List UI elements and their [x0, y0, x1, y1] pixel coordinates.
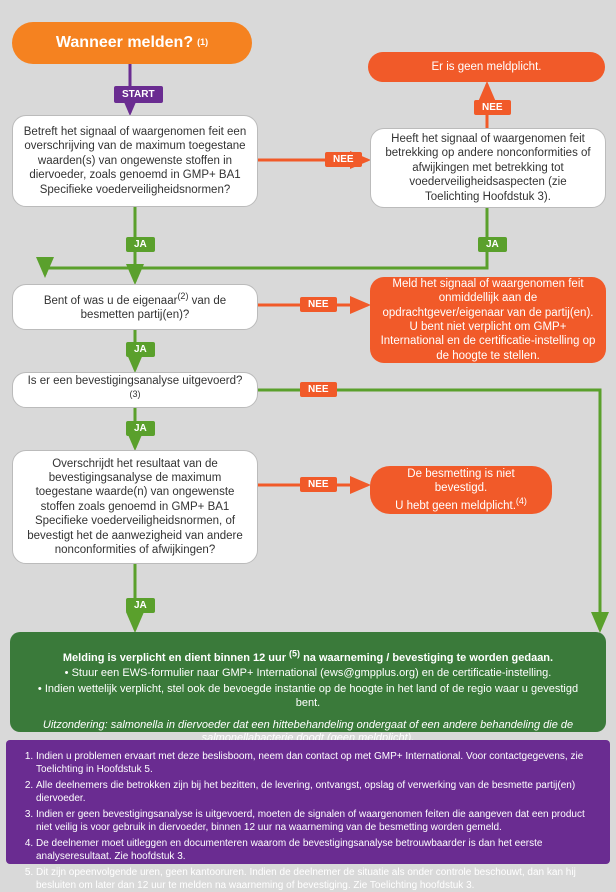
- q3-sup: (3): [130, 389, 141, 399]
- edge-label-ja: JA: [126, 598, 155, 613]
- edge-label-ja: JA: [126, 342, 155, 357]
- flowchart-canvas: NEE NEE JA JA NEE JA NEE JA NEE JA Wanne…: [0, 0, 616, 871]
- title-sup: (1): [197, 37, 208, 48]
- edge-label-nee: NEE: [325, 152, 362, 167]
- footnote-2: Alle deelnemers die betrokken zijn bij h…: [36, 779, 598, 805]
- edge-label-nee: NEE: [474, 100, 511, 115]
- node-q4: Overschrijdt het resultaat van de bevest…: [12, 450, 258, 564]
- mand-b2-text: Indien wettelijk verplicht, stel ook de …: [45, 683, 578, 709]
- mand-b1: • Stuur een EWS-formulier naar GMP+ Inte…: [26, 667, 590, 681]
- q1a-text: Heeft het signaal of waargenomen feit be…: [381, 132, 595, 204]
- edge-label-nee: NEE: [300, 297, 337, 312]
- mand-l1: Melding is verplicht en dient binnen 12 …: [26, 648, 590, 665]
- q3-text: Is er een bevestigingsanalyse uitgevoerd…: [23, 374, 247, 406]
- nc-l1: De besmetting is niet bevestigd.: [407, 468, 514, 494]
- q3-pre: Is er een bevestigingsanalyse uitgevoerd…: [28, 375, 243, 387]
- mand-l1-sup: (5): [289, 648, 300, 658]
- footnote-3: Indien er geen bevestigingsanalyse is ui…: [36, 808, 598, 834]
- node-q1: Betreft het signaal of waargenomen feit …: [12, 115, 258, 207]
- edge-label-ja: JA: [478, 237, 507, 252]
- q4-text: Overschrijdt het resultaat van de bevest…: [23, 457, 247, 558]
- title-node: Wanneer melden? (1): [12, 22, 252, 64]
- q2-pre: Bent of was u de eigenaar: [44, 295, 178, 307]
- footnote-4: De deelnemer moet uitleggen en documente…: [36, 837, 598, 863]
- start-badge: START: [114, 86, 163, 103]
- q1-text: Betreft het signaal of waargenomen feit …: [23, 125, 247, 197]
- footnotes-box: Indien u problemen ervaart met deze besl…: [6, 740, 610, 864]
- mand-b2: • Indien wettelijk verplicht, stel ook d…: [26, 683, 590, 711]
- no-obligation-text: Er is geen meldplicht.: [432, 60, 542, 74]
- mand-l1-post: na waarneming / bevestiging te worden ge…: [300, 652, 553, 664]
- mand-l1-pre: Melding is verplicht en dient binnen 12 …: [63, 652, 289, 664]
- node-q3: Is er een bevestigingsanalyse uitgevoerd…: [12, 372, 258, 408]
- node-q2: Bent of was u de eigenaar(2) van de besm…: [12, 284, 258, 330]
- msg-owner-text: Meld het signaal of waargenomen feit onm…: [380, 277, 596, 363]
- node-mandatory: Melding is verplicht en dient binnen 12 …: [10, 632, 606, 732]
- footnote-1: Indien u problemen ervaart met deze besl…: [36, 750, 598, 776]
- not-confirmed-text: De besmetting is niet bevestigd. U hebt …: [380, 467, 542, 513]
- q2-sup: (2): [177, 291, 188, 301]
- q2-text: Bent of was u de eigenaar(2) van de besm…: [23, 291, 247, 323]
- nc-sup: (4): [516, 496, 527, 506]
- edge-label-nee: NEE: [300, 477, 337, 492]
- edge-label-ja: JA: [126, 421, 155, 436]
- node-no-obligation: Er is geen meldplicht.: [368, 52, 605, 82]
- title-text: Wanneer melden?: [56, 33, 193, 53]
- edge-label-ja: JA: [126, 237, 155, 252]
- node-msg-owner: Meld het signaal of waargenomen feit onm…: [370, 277, 606, 363]
- footnote-5: Dit zijn opeenvolgende uren, geen kantoo…: [36, 866, 598, 892]
- node-q1a: Heeft het signaal of waargenomen feit be…: [370, 128, 606, 208]
- node-not-confirmed: De besmetting is niet bevestigd. U hebt …: [370, 466, 552, 514]
- nc-l2: U hebt geen meldplicht.: [395, 500, 516, 512]
- edge-label-nee: NEE: [300, 382, 337, 397]
- mand-b1-text: Stuur een EWS-formulier naar GMP+ Intern…: [72, 667, 552, 679]
